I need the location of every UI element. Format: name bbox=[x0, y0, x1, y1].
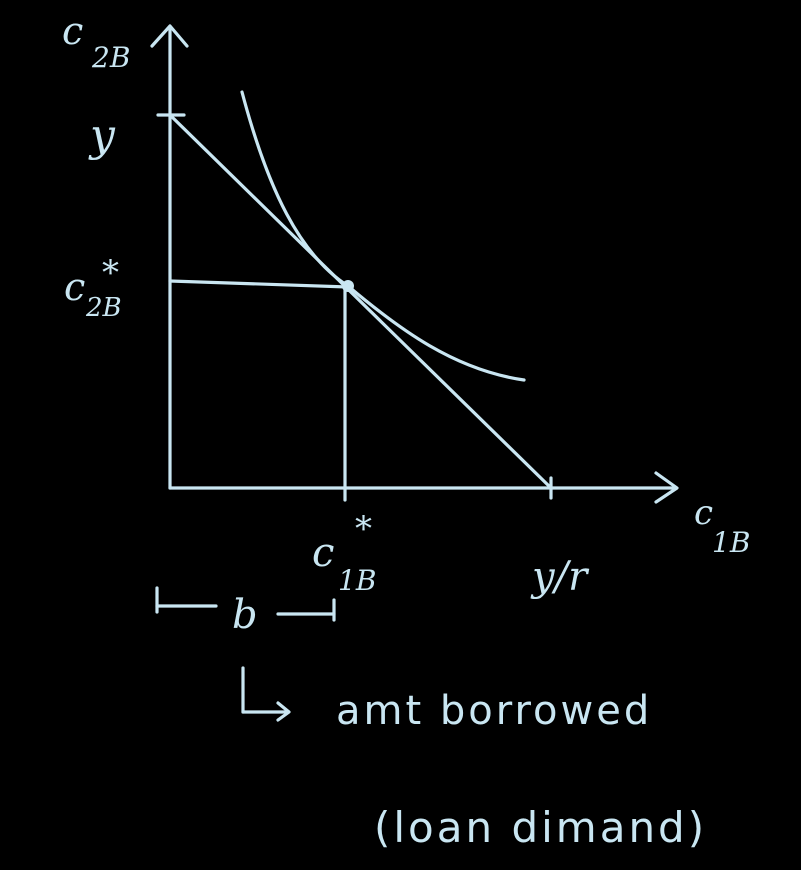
c2b-star-guide-line bbox=[168, 279, 350, 289]
y-intercept-label: y bbox=[88, 110, 116, 161]
amount-borrowed-note: amt borrowed bbox=[336, 688, 652, 734]
budget-line bbox=[168, 113, 553, 490]
c2b-star-label: c bbox=[64, 265, 85, 309]
axes bbox=[150, 24, 679, 504]
y-axis-arrowhead bbox=[150, 24, 189, 48]
c1b-star-asterisk: * bbox=[355, 509, 372, 549]
x-axis-label-subscript: 1B bbox=[712, 526, 750, 559]
x-intercept-label: y/r bbox=[530, 554, 590, 600]
bracket-label: b bbox=[232, 592, 258, 638]
c2b-star-label-subscript: 2B bbox=[85, 293, 122, 323]
c1b-star-label: c bbox=[312, 530, 334, 576]
annotation-arrow-icon bbox=[241, 666, 291, 722]
loan-demand-note: (loan dimand) bbox=[374, 803, 707, 852]
borrowing-bracket bbox=[155, 586, 336, 622]
indifference-curve bbox=[240, 90, 526, 382]
c1b-star-label-subscript: 1B bbox=[338, 564, 376, 597]
y-axis-label-subscript: 2B bbox=[91, 41, 130, 74]
x-axis-label: c bbox=[694, 493, 713, 533]
optimum-point bbox=[342, 280, 354, 292]
x-axis-arrowhead bbox=[654, 471, 679, 504]
c2b-star-asterisk: * bbox=[102, 253, 119, 293]
y-axis-label: c bbox=[62, 9, 83, 53]
